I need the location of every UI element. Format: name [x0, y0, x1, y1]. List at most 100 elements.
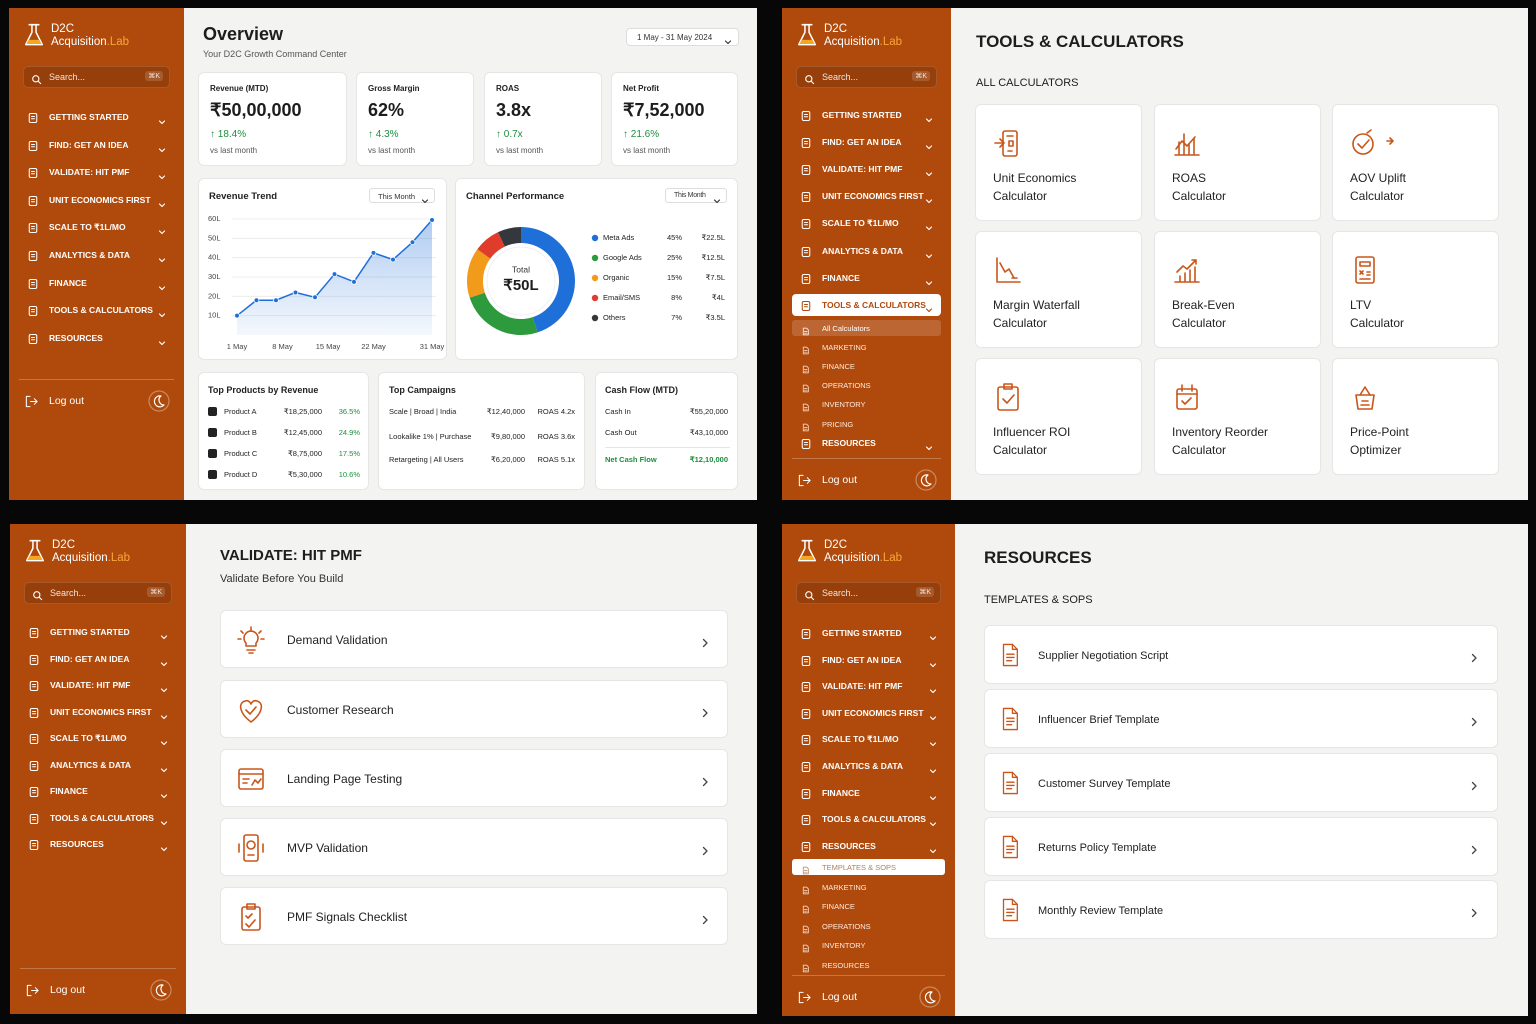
- nav-item[interactable]: VALIDATE: HIT PMF: [792, 158, 941, 180]
- template-item[interactable]: Returns Policy Template: [984, 817, 1498, 876]
- validation-item[interactable]: Landing Page Testing: [220, 749, 728, 807]
- nav-item[interactable]: GETTING STARTED: [19, 106, 174, 128]
- search-box[interactable]: Search... ⌘K: [796, 66, 937, 88]
- logout[interactable]: Log out: [20, 980, 100, 1000]
- template-item[interactable]: Customer Survey Template: [984, 753, 1498, 812]
- submenu-item[interactable]: FINANCE: [792, 358, 941, 374]
- campaign-revenue: ₹9,80,000: [491, 432, 525, 441]
- nav-item[interactable]: TOOLS & CALCULATORS: [20, 807, 176, 829]
- validation-item[interactable]: Demand Validation: [220, 610, 728, 668]
- doc-icon-part: [1006, 707, 1018, 726]
- theme-toggle[interactable]: [919, 986, 941, 1008]
- nav-icon: [800, 109, 812, 122]
- date-picker[interactable]: 1 May - 31 May 2024: [626, 28, 739, 46]
- logout[interactable]: Log out: [19, 391, 99, 411]
- logout[interactable]: Log out: [792, 987, 872, 1007]
- theme-toggle[interactable]: [915, 469, 937, 491]
- nav-item[interactable]: FIND: GET AN IDEA: [19, 134, 174, 156]
- nav-item[interactable]: FINANCE: [20, 780, 176, 802]
- nav-item[interactable]: RESOURCES: [19, 327, 174, 349]
- submenu-item[interactable]: TEMPLATES & SOPS: [792, 859, 945, 875]
- nav-item[interactable]: VALIDATE: HIT PMF: [19, 161, 174, 183]
- nav-item[interactable]: VALIDATE: HIT PMF: [20, 674, 176, 696]
- nav-icon: [800, 245, 812, 257]
- nav-item[interactable]: ANALYTICS & DATA: [19, 244, 174, 266]
- nav-item[interactable]: GETTING STARTED: [20, 621, 176, 643]
- template-item[interactable]: Influencer Brief Template: [984, 689, 1498, 748]
- nav-item[interactable]: TOOLS & CALCULATORS: [792, 293, 941, 316]
- nav-item[interactable]: SCALE TO ₹1L/MO: [20, 727, 176, 749]
- validation-item[interactable]: Customer Research: [220, 680, 728, 738]
- brand-top: D2C: [52, 539, 76, 551]
- calculator-card[interactable]: Break-Even Calculator: [1154, 231, 1321, 348]
- theme-toggle[interactable]: [150, 979, 172, 1001]
- submenu-item[interactable]: RESOURCES: [792, 957, 945, 973]
- submenu-item[interactable]: OPERATIONS: [792, 377, 941, 393]
- nav-item[interactable]: GETTING STARTED: [792, 622, 945, 644]
- calculator-card[interactable]: LTV Calculator: [1332, 231, 1499, 348]
- calculator-card[interactable]: Margin Waterfall Calculator: [975, 231, 1142, 348]
- submenu-item[interactable]: INVENTORY: [792, 937, 945, 953]
- search-box[interactable]: Search... ⌘K: [796, 582, 941, 604]
- submenu-icon-part: [804, 388, 808, 391]
- nav-item[interactable]: TOOLS & CALCULATORS: [792, 808, 945, 830]
- calculator-card[interactable]: Unit Economics Calculator: [975, 104, 1142, 221]
- filter-dropdown[interactable]: This Month: [369, 188, 435, 204]
- submenu-item[interactable]: OPERATIONS: [792, 918, 945, 934]
- nav-item[interactable]: ANALYTICS & DATA: [792, 755, 945, 777]
- submenu-item[interactable]: FINANCE: [792, 898, 945, 914]
- nav-icon-part: [28, 112, 38, 124]
- nav-item[interactable]: UNIT ECONOMICS FIRST: [792, 185, 941, 207]
- theme-toggle[interactable]: [148, 390, 170, 412]
- nav-item[interactable]: ANALYTICS & DATA: [20, 754, 176, 776]
- submenu-item[interactable]: MARKETING: [792, 879, 945, 895]
- nav-item[interactable]: UNIT ECONOMICS FIRST: [792, 702, 945, 724]
- nav-item[interactable]: UNIT ECONOMICS FIRST: [19, 189, 174, 211]
- nav-item[interactable]: TOOLS & CALCULATORS: [19, 299, 174, 321]
- submenu-item[interactable]: MARKETING: [792, 339, 941, 355]
- logout-icon-part: [25, 395, 38, 408]
- filter-dropdown[interactable]: This Month: [665, 188, 727, 204]
- nav-icon: [28, 653, 40, 665]
- submenu-item[interactable]: PRICING: [792, 416, 941, 432]
- nav-item[interactable]: FINANCE: [792, 267, 941, 289]
- nav-item[interactable]: SCALE TO ₹1L/MO: [792, 728, 945, 750]
- chevron: [1469, 905, 1479, 918]
- chevron-part: [929, 822, 937, 827]
- logout[interactable]: Log out: [792, 470, 872, 490]
- nav-item[interactable]: FIND: GET AN IDEA: [792, 131, 941, 153]
- template-item[interactable]: Monthly Review Template: [984, 880, 1498, 939]
- nav-item[interactable]: RESOURCES: [792, 432, 941, 454]
- calculator-card[interactable]: Inventory Reorder Calculator: [1154, 358, 1321, 475]
- nav-item[interactable]: FIND: GET AN IDEA: [20, 648, 176, 670]
- template-item[interactable]: Supplier Negotiation Script: [984, 625, 1498, 684]
- nav-item[interactable]: VALIDATE: HIT PMF: [792, 675, 945, 697]
- moon-icon: [919, 986, 941, 1008]
- nav-item[interactable]: RESOURCES: [792, 835, 945, 857]
- nav-item[interactable]: FINANCE: [792, 782, 945, 804]
- submenu-item[interactable]: All Calculators: [792, 320, 941, 336]
- nav-item[interactable]: ANALYTICS & DATA: [792, 240, 941, 262]
- item-label: Demand Validation: [287, 633, 388, 647]
- calculator-card[interactable]: Price-Point Optimizer: [1332, 358, 1499, 475]
- nav-icon-part: [30, 281, 36, 285]
- nav-item[interactable]: FINANCE: [19, 272, 174, 294]
- validation-item[interactable]: PMF Signals Checklist: [220, 887, 728, 945]
- search-box[interactable]: Search... ⌘K: [24, 582, 172, 604]
- nav-item[interactable]: SCALE TO ₹1L/MO: [19, 216, 174, 238]
- validation-item[interactable]: MVP Validation: [220, 818, 728, 876]
- calculator-card[interactable]: Influencer ROI Calculator: [975, 358, 1142, 475]
- calculator-card[interactable]: ROAS Calculator: [1154, 104, 1321, 221]
- search-box[interactable]: Search... ⌘K: [23, 66, 170, 88]
- nav-item[interactable]: SCALE TO ₹1L/MO: [792, 212, 941, 234]
- sidebar: D2C Acquisition.Lab Search... ⌘K GETTING STA…: [10, 524, 186, 1014]
- kpi-label: ROAS: [496, 84, 520, 93]
- nav-item[interactable]: FIND: GET AN IDEA: [792, 649, 945, 671]
- calculator-name: Calculator: [993, 189, 1048, 203]
- nav-item[interactable]: UNIT ECONOMICS FIRST: [20, 701, 176, 723]
- calculator-card[interactable]: AOV Uplift Calculator: [1332, 104, 1499, 221]
- submenu-item[interactable]: INVENTORY: [792, 396, 941, 412]
- nav-item[interactable]: RESOURCES: [20, 833, 176, 855]
- brand: D2C Acquisition.Lab: [824, 539, 902, 565]
- nav-item[interactable]: GETTING STARTED: [792, 104, 941, 126]
